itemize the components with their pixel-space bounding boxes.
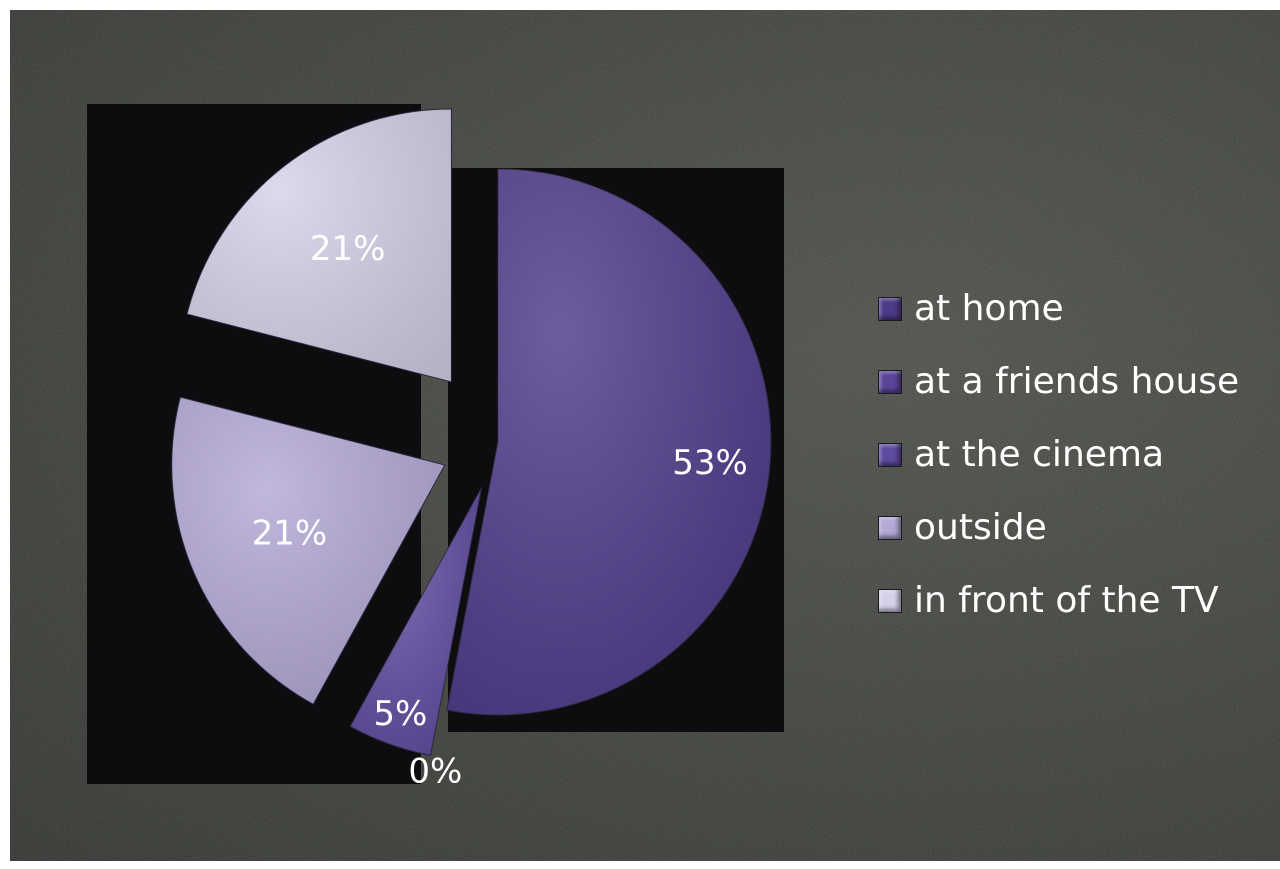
chart-frame: 53% 0% 5% 21% 21% at home at a friends house… bbox=[10, 10, 1280, 861]
legend-swatch-icon bbox=[878, 296, 902, 321]
chart-legend: at home at a friends house at the cinema… bbox=[878, 272, 1239, 637]
legend-item: at home bbox=[878, 272, 1239, 345]
slice-data-label: 0% bbox=[408, 752, 462, 792]
legend-item: in front of the TV bbox=[878, 564, 1239, 637]
pie-slice-shading bbox=[446, 169, 771, 715]
legend-swatch-icon bbox=[878, 442, 902, 467]
legend-label: at home bbox=[914, 288, 1064, 329]
slice-data-label: 21% bbox=[252, 513, 328, 553]
legend-swatch-icon bbox=[878, 369, 902, 394]
slice-data-label: 53% bbox=[672, 443, 748, 483]
legend-swatch-icon bbox=[878, 515, 902, 540]
slice-data-label: 21% bbox=[310, 229, 386, 269]
legend-label: at a friends house bbox=[914, 361, 1240, 402]
legend-item: outside bbox=[878, 491, 1239, 564]
pie-chart: 53% 0% 5% 21% 21% bbox=[171, 108, 772, 792]
legend-item: at the cinema bbox=[878, 418, 1239, 491]
pie-slice-shading bbox=[350, 487, 482, 756]
legend-label: at the cinema bbox=[914, 434, 1165, 475]
slice-data-label: 5% bbox=[373, 694, 427, 734]
legend-swatch-icon bbox=[878, 588, 902, 613]
legend-label: outside bbox=[914, 507, 1047, 548]
pie-slice-shading bbox=[186, 108, 452, 382]
legend-label: in front of the TV bbox=[914, 580, 1219, 621]
pie-slice-shading bbox=[171, 397, 445, 705]
legend-item: at a friends house bbox=[878, 345, 1239, 418]
